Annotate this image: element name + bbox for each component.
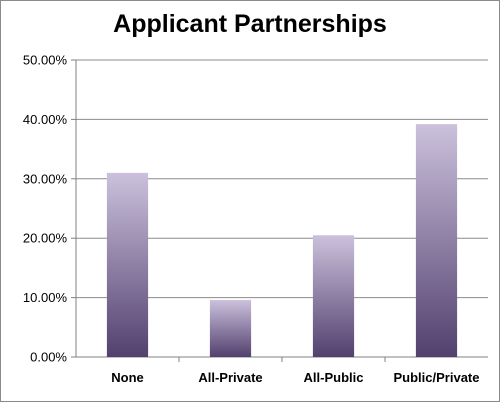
chart-title: Applicant Partnerships [113,10,387,38]
bars [106,124,458,357]
bar-public-private [415,124,458,357]
x-category-labels: None All-Private All-Public Public/Private [111,370,479,385]
y-tick-label: 0.00% [30,350,67,365]
x-category-label: Public/Private [394,370,480,385]
y-tick-label: 40.00% [23,112,68,127]
y-tick-label: 50.00% [23,53,68,68]
x-category-label: All-Public [304,370,364,385]
bar-all-private [209,299,252,357]
y-tick-label: 30.00% [23,171,68,186]
y-tick-labels: 0.00% 10.00% 20.00% 30.00% 40.00% 50.00% [23,53,68,365]
x-category-label: All-Private [198,370,262,385]
bar-none [106,172,149,357]
bar-all-public [312,235,355,357]
y-tick-label: 10.00% [23,290,68,305]
y-tick-label: 20.00% [23,231,68,246]
x-category-label: None [111,370,144,385]
